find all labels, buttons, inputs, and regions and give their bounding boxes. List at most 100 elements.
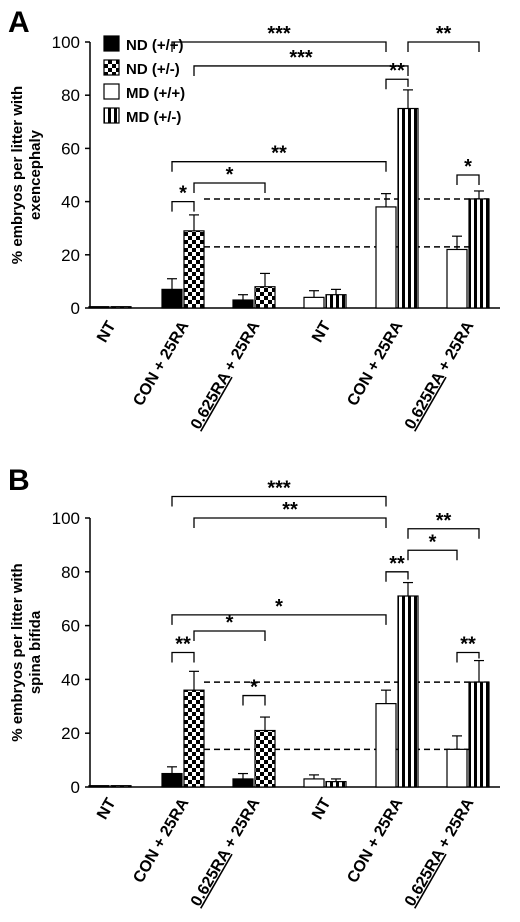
bar [446,748,468,788]
y-tick-label: 80 [61,86,80,105]
category-label: 0.625RA + 25RA [402,795,478,909]
legend-swatch [103,107,120,124]
significance-bracket [171,161,387,172]
chart-panel-b: B 0 20 40 60 80 100 % embryos per litter withsp… [8,464,500,909]
bar [88,785,110,788]
panel-letter: A [8,6,30,39]
bar [232,778,254,788]
significance-label: ** [282,499,298,521]
bar [397,595,419,788]
category-label: NT [94,318,119,345]
legend-swatch [103,35,120,52]
bar [183,230,205,309]
significance-label: *** [289,47,313,69]
significance-label: ** [389,553,405,575]
y-axis-title-line: % embryos per litter with [9,563,26,741]
bar [468,681,490,788]
bar [110,785,132,788]
significance-label: * [179,183,187,205]
significance-bracket [407,41,480,52]
y-tick-label: 40 [61,670,80,689]
significance-bracket [407,528,480,539]
significance-label: * [464,156,472,178]
category-label: 0.625RA + 25RA [188,318,264,432]
bar [254,286,276,309]
significance-label: * [226,164,234,186]
y-axis-title: % embryos per litter withspina bifida [9,563,44,741]
y-axis-title-line: spina bifida [27,610,44,694]
category-label-underlined: 0.625RA [188,846,235,910]
bar [88,306,110,309]
y-tick-label: 0 [71,778,80,797]
bar [110,306,132,309]
significance-bracket [193,182,266,193]
category-label: NT [309,318,334,345]
bar [232,299,254,309]
y-tick-label: 40 [61,193,80,212]
y-tick-label: 100 [52,509,80,528]
y-tick-label: 80 [61,563,80,582]
category-label-rest: + 25RA [219,795,264,855]
y-tick-label: 100 [52,33,80,52]
bar [183,689,205,788]
legend-label: MD (+/-) [126,109,181,126]
legend-swatch [103,59,120,76]
bar [325,781,347,788]
bar [375,206,397,309]
significance-bracket [171,41,387,52]
significance-bracket [171,651,195,663]
significance-label: * [275,596,283,618]
bar [325,294,347,309]
bar [254,729,276,788]
category-label: CON + 25RA [130,795,192,886]
category-label-underlined: 0.625RA [402,846,449,910]
y-tick-label: 60 [61,617,80,636]
category-label-rest: + 25RA [433,795,478,855]
y-tick-label: 0 [71,299,80,318]
y-axis-title-line: % embryos per litter with [9,86,26,264]
bar [446,248,468,309]
significance-label: *** [267,477,291,499]
significance-bracket [171,495,387,507]
bar [397,107,419,309]
category-label-underlined: 0.625RA [188,369,235,433]
bar [161,772,183,788]
significance-bracket [385,571,409,582]
bar [303,296,325,309]
significance-bracket [193,65,409,76]
y-tick-label: 20 [61,724,80,743]
significance-bracket [171,614,387,625]
category-label-rest: + 25RA [433,318,478,378]
significance-label: ** [460,634,476,656]
y-axis-title-line: exencephaly [27,129,44,220]
significance-bracket [456,651,480,663]
category-label-underlined: 0.625RA [402,369,449,433]
significance-label: * [226,612,234,634]
significance-label: * [429,531,437,553]
significance-label: ** [436,23,452,45]
significance-bracket [385,78,409,90]
category-label: 0.625RA + 25RA [188,795,264,909]
significance-label: ** [389,60,405,82]
significance-bracket [242,694,266,706]
y-axis-title: % embryos per litter withexencephaly [9,86,44,264]
category-label: CON + 25RA [344,318,406,409]
bar [375,703,397,788]
legend-label: ND (+/+) [126,37,184,54]
category-label-rest: + 25RA [219,318,264,378]
category-label: 0.625RA + 25RA [402,318,478,432]
category-label: NT [309,795,334,822]
legend-label: ND (+/-) [126,61,180,78]
significance-label: ** [175,634,191,656]
legend-label: MD (+/+) [126,85,185,102]
legend-swatch [103,83,120,100]
significance-bracket [193,517,387,528]
significance-bracket [193,630,266,641]
chart-panel-a: A 0 20 40 60 80 100 % embryos per litter withex… [8,6,500,432]
significance-label: ** [271,143,287,165]
category-label: NT [94,795,119,822]
category-label: CON + 25RA [344,795,406,886]
significance-bracket [456,174,480,185]
y-tick-label: 20 [61,246,80,265]
bar [468,198,490,309]
